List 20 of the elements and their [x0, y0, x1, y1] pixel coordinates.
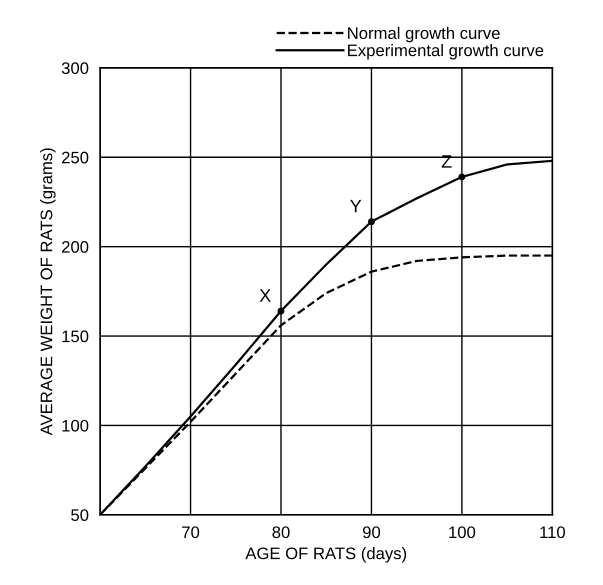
legend-label: Experimental growth curve [348, 44, 544, 60]
x-tick-label: 70 [182, 526, 200, 538]
point [278, 308, 284, 314]
y-tick-label: 300 [62, 62, 88, 74]
y-tick-label: 100 [62, 420, 88, 432]
y-tick-label: 200 [62, 241, 88, 253]
y-tick-label: 50 [71, 509, 88, 522]
y-tick-label: 250 [62, 152, 88, 164]
x-tick-label: 110 [540, 526, 565, 538]
annotation: X [260, 289, 271, 302]
x-tick-label: 100 [449, 526, 476, 538]
legend-label: Normal growth curve [348, 26, 500, 42]
annotation: Y [350, 200, 362, 212]
point [458, 173, 466, 180]
x-axis-title: AGE OF RATS (days) [245, 547, 406, 563]
x-tick-label: 80 [272, 526, 290, 538]
y-axis-title: AVERAGE WEIGHT OF RATS (grams) [40, 148, 56, 436]
point [368, 218, 375, 226]
y-tick-label: 150 [62, 330, 88, 342]
x-tick-label: 90 [362, 526, 380, 538]
